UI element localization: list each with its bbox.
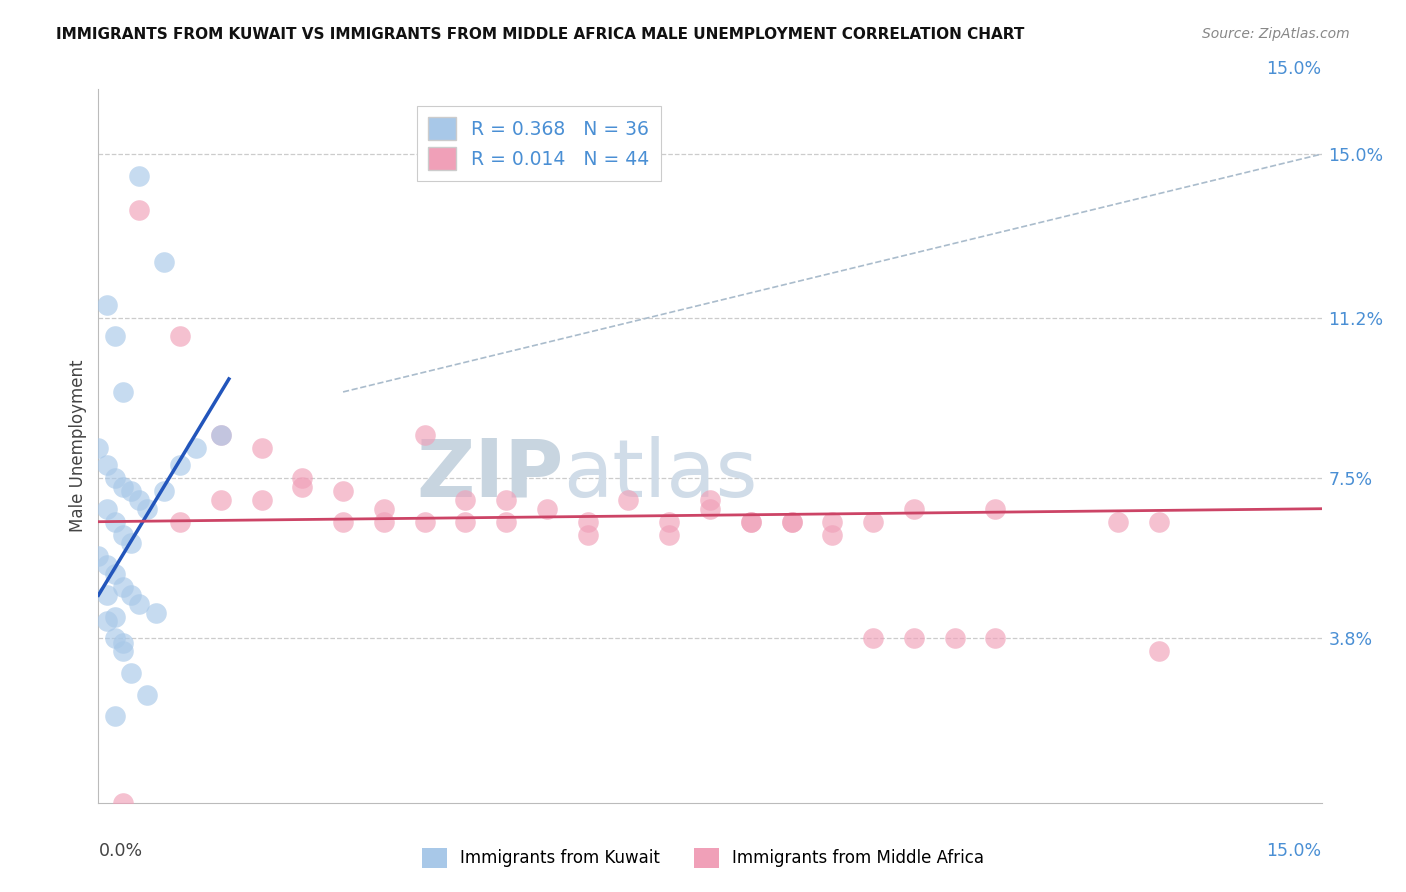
Text: IMMIGRANTS FROM KUWAIT VS IMMIGRANTS FROM MIDDLE AFRICA MALE UNEMPLOYMENT CORREL: IMMIGRANTS FROM KUWAIT VS IMMIGRANTS FRO… (56, 27, 1025, 42)
Point (454, 515, 477, 529)
Point (111, 480, 134, 494)
Point (120, 536, 142, 550)
Point (152, 255, 174, 269)
Point (136, 501, 159, 516)
Point (984, 501, 1007, 516)
Point (136, 688, 159, 702)
Point (373, 501, 395, 516)
Point (104, 515, 127, 529)
Point (111, 636, 134, 650)
Point (145, 606, 167, 620)
Point (413, 428, 436, 442)
Point (111, 384, 134, 399)
Point (104, 566, 127, 581)
Point (120, 588, 142, 602)
Point (373, 515, 395, 529)
Legend: Immigrants from Kuwait, Immigrants from Middle Africa: Immigrants from Kuwait, Immigrants from … (415, 841, 991, 875)
Point (536, 501, 558, 516)
Point (250, 441, 273, 455)
Point (128, 203, 150, 218)
Point (186, 441, 208, 455)
Point (128, 169, 150, 183)
Point (576, 527, 599, 541)
Point (332, 515, 354, 529)
Point (576, 515, 599, 529)
Point (96, 501, 118, 516)
Point (1147, 515, 1170, 529)
Point (454, 493, 477, 508)
Point (617, 493, 640, 508)
Point (111, 527, 134, 541)
Point (104, 328, 127, 343)
Point (291, 480, 314, 494)
Text: Source: ZipAtlas.com: Source: ZipAtlas.com (1202, 27, 1350, 41)
Text: 15.0%: 15.0% (1267, 842, 1322, 860)
Point (96, 558, 118, 572)
Point (1147, 644, 1170, 658)
Point (699, 501, 721, 516)
Point (862, 632, 884, 646)
Point (740, 515, 762, 529)
Point (413, 515, 436, 529)
Legend: R = 0.368   N = 36, R = 0.014   N = 44: R = 0.368 N = 36, R = 0.014 N = 44 (416, 106, 661, 181)
Point (87, 441, 110, 455)
Point (209, 428, 232, 442)
Point (495, 515, 517, 529)
Point (96, 298, 118, 312)
Point (780, 515, 803, 529)
Point (104, 632, 127, 646)
Point (169, 328, 191, 343)
Point (169, 458, 191, 473)
Point (104, 610, 127, 624)
Point (209, 493, 232, 508)
Point (332, 484, 354, 499)
Point (111, 580, 134, 594)
Point (821, 515, 844, 529)
Point (120, 484, 142, 499)
Point (169, 515, 191, 529)
Text: atlas: atlas (564, 435, 758, 514)
Point (495, 493, 517, 508)
Point (658, 515, 681, 529)
Point (111, 644, 134, 658)
Point (96, 588, 118, 602)
Point (903, 501, 925, 516)
Point (96, 458, 118, 473)
Point (250, 493, 273, 508)
Point (903, 632, 925, 646)
Point (128, 493, 150, 508)
Point (740, 515, 762, 529)
Point (291, 471, 314, 485)
Point (152, 484, 174, 499)
Point (104, 709, 127, 723)
Point (128, 597, 150, 611)
Point (658, 527, 681, 541)
Point (780, 515, 803, 529)
Point (821, 527, 844, 541)
Text: ZIP: ZIP (416, 435, 564, 514)
Point (96, 614, 118, 628)
Text: 15.0%: 15.0% (1267, 61, 1322, 78)
Text: 0.0%: 0.0% (98, 842, 142, 860)
Point (984, 632, 1007, 646)
Point (862, 515, 884, 529)
Point (104, 471, 127, 485)
Point (87, 549, 110, 564)
Point (111, 796, 134, 810)
Point (209, 428, 232, 442)
Y-axis label: Male Unemployment: Male Unemployment (69, 359, 87, 533)
Point (699, 493, 721, 508)
Point (943, 632, 966, 646)
Point (1107, 515, 1129, 529)
Point (120, 666, 142, 681)
